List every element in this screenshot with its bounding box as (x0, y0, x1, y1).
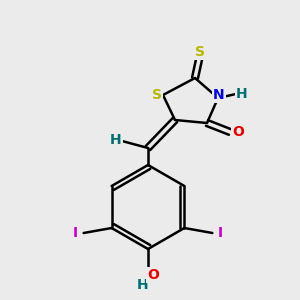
Text: O: O (232, 125, 244, 139)
Text: H: H (236, 87, 248, 101)
Text: H: H (110, 133, 122, 147)
Text: S: S (195, 45, 205, 59)
Text: O: O (147, 268, 159, 282)
Text: N: N (213, 88, 225, 102)
Text: H: H (137, 278, 149, 292)
Text: I: I (218, 226, 223, 240)
Text: I: I (73, 226, 78, 240)
Text: S: S (152, 88, 162, 102)
